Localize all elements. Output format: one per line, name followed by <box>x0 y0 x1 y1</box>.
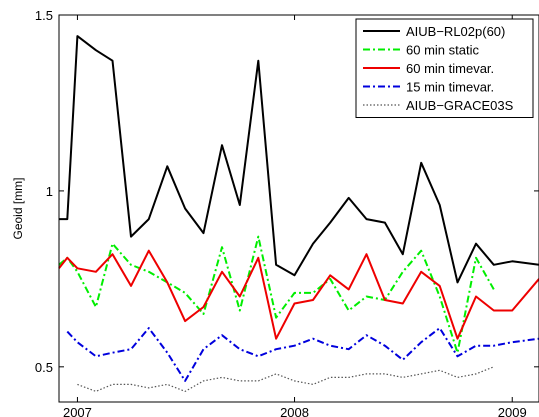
y-tick-label: 0.5 <box>35 360 53 375</box>
x-tick-label: 2008 <box>280 405 309 417</box>
legend-label-3: 60 min timevar. <box>406 61 494 76</box>
plot-frame <box>58 14 539 403</box>
x-tick-label: 2007 <box>63 405 92 417</box>
y-axis-label: Geoid [mm] <box>11 177 25 239</box>
y-tick-label: 1 <box>46 184 53 199</box>
series-line-5 <box>77 366 495 392</box>
series-line-3 <box>58 249 539 340</box>
legend-label-1: AIUB−RL02p(60) <box>406 24 505 39</box>
legend-label-4: 15 min timevar. <box>406 80 494 95</box>
series-line-4 <box>66 327 539 382</box>
legend-label-5: AIUB−GRACE03S <box>406 98 514 113</box>
tick-layer: 2007 2008 2009 0.5 1 1.5 <box>35 8 539 417</box>
series-line-2 <box>58 235 495 354</box>
series-line-1 <box>59 35 539 284</box>
y-tick-label: 1.5 <box>35 8 53 23</box>
legend-label-2: 60 min static <box>406 43 479 58</box>
x-tick-label: 2009 <box>498 405 527 417</box>
legend: AIUB−RL02p(60) 60 min static 60 min timeva… <box>355 18 534 118</box>
series-layer <box>58 35 539 392</box>
